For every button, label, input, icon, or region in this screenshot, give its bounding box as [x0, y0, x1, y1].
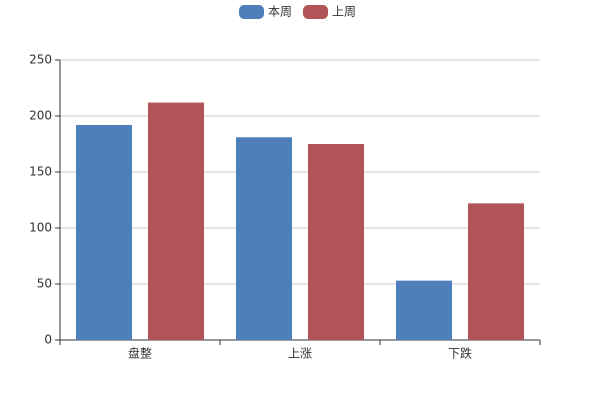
x-tick-label: 下跌 [448, 346, 472, 361]
y-tick-label: 50 [37, 277, 52, 291]
y-tick-label: 250 [29, 53, 52, 67]
legend-label: 本周 [268, 5, 292, 19]
bar [468, 203, 524, 340]
bar [396, 280, 452, 340]
legend-swatch [303, 5, 328, 19]
bar [236, 137, 292, 340]
y-tick-label: 200 [29, 109, 52, 123]
bar [308, 144, 364, 340]
legend-label: 上周 [332, 5, 356, 19]
y-tick-label: 0 [44, 333, 52, 347]
x-tick-label: 上涨 [288, 346, 312, 361]
x-tick-label: 盘整 [128, 346, 152, 361]
y-tick-label: 150 [29, 165, 52, 179]
y-tick-label: 100 [29, 221, 52, 235]
bar [148, 102, 204, 340]
bar [76, 124, 132, 341]
legend-swatch [239, 5, 264, 19]
